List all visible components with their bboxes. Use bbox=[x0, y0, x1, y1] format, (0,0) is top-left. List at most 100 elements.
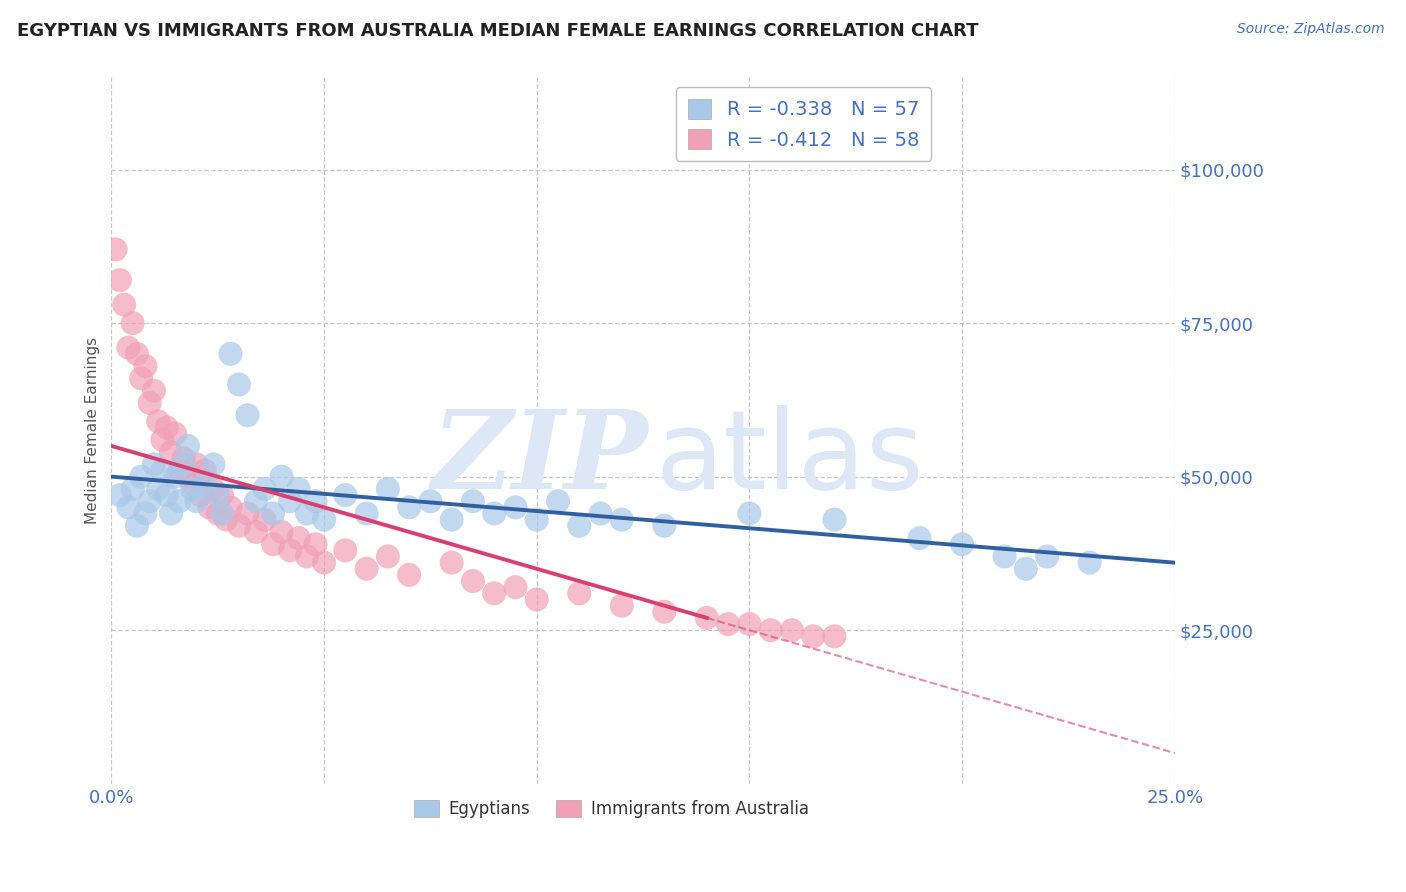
Point bbox=[219, 347, 242, 361]
Point bbox=[202, 458, 225, 472]
Text: atlas: atlas bbox=[655, 405, 924, 512]
Point bbox=[117, 500, 139, 515]
Point bbox=[824, 629, 846, 643]
Point bbox=[245, 494, 267, 508]
Point bbox=[253, 482, 276, 496]
Point bbox=[134, 507, 156, 521]
Point bbox=[610, 599, 633, 613]
Point bbox=[568, 586, 591, 600]
Point bbox=[1036, 549, 1059, 564]
Point bbox=[738, 507, 761, 521]
Point bbox=[461, 574, 484, 588]
Point bbox=[181, 475, 204, 490]
Point bbox=[262, 537, 284, 551]
Point bbox=[211, 507, 233, 521]
Point bbox=[165, 426, 187, 441]
Point bbox=[270, 524, 292, 539]
Point bbox=[148, 414, 170, 428]
Point bbox=[129, 371, 152, 385]
Point bbox=[398, 500, 420, 515]
Point bbox=[190, 488, 212, 502]
Point bbox=[112, 298, 135, 312]
Point bbox=[125, 347, 148, 361]
Point bbox=[108, 488, 131, 502]
Point bbox=[278, 494, 301, 508]
Point bbox=[994, 549, 1017, 564]
Point bbox=[610, 513, 633, 527]
Point bbox=[335, 488, 357, 502]
Point bbox=[568, 518, 591, 533]
Point bbox=[295, 507, 318, 521]
Point bbox=[181, 482, 204, 496]
Point bbox=[177, 469, 200, 483]
Point bbox=[138, 494, 160, 508]
Point bbox=[194, 475, 217, 490]
Point bbox=[165, 469, 187, 483]
Point bbox=[169, 463, 191, 477]
Point bbox=[950, 537, 973, 551]
Point bbox=[211, 488, 233, 502]
Point bbox=[287, 531, 309, 545]
Point bbox=[262, 507, 284, 521]
Point bbox=[419, 494, 441, 508]
Point bbox=[908, 531, 931, 545]
Point bbox=[801, 629, 824, 643]
Point bbox=[129, 469, 152, 483]
Point bbox=[228, 377, 250, 392]
Point bbox=[219, 500, 242, 515]
Point bbox=[304, 494, 326, 508]
Text: ZIP: ZIP bbox=[432, 405, 648, 513]
Point bbox=[198, 500, 221, 515]
Point bbox=[236, 507, 259, 521]
Point bbox=[215, 513, 238, 527]
Text: Source: ZipAtlas.com: Source: ZipAtlas.com bbox=[1237, 22, 1385, 37]
Point bbox=[398, 568, 420, 582]
Point bbox=[236, 409, 259, 423]
Point bbox=[780, 623, 803, 637]
Point bbox=[160, 445, 183, 459]
Point bbox=[207, 507, 229, 521]
Point bbox=[108, 273, 131, 287]
Point bbox=[156, 420, 179, 434]
Point bbox=[160, 507, 183, 521]
Point bbox=[104, 243, 127, 257]
Point bbox=[505, 580, 527, 594]
Point bbox=[121, 316, 143, 330]
Point bbox=[194, 463, 217, 477]
Point bbox=[152, 463, 174, 477]
Point bbox=[356, 507, 378, 521]
Point bbox=[202, 482, 225, 496]
Point bbox=[461, 494, 484, 508]
Point bbox=[312, 513, 335, 527]
Point bbox=[717, 617, 740, 632]
Point bbox=[440, 513, 463, 527]
Point bbox=[142, 458, 165, 472]
Point bbox=[142, 384, 165, 398]
Point bbox=[304, 537, 326, 551]
Point bbox=[377, 482, 399, 496]
Point bbox=[482, 586, 505, 600]
Point bbox=[148, 482, 170, 496]
Point bbox=[759, 623, 782, 637]
Point bbox=[186, 458, 208, 472]
Point bbox=[287, 482, 309, 496]
Point bbox=[738, 617, 761, 632]
Point bbox=[652, 605, 675, 619]
Legend: Egyptians, Immigrants from Australia: Egyptians, Immigrants from Australia bbox=[408, 793, 815, 825]
Text: EGYPTIAN VS IMMIGRANTS FROM AUSTRALIA MEDIAN FEMALE EARNINGS CORRELATION CHART: EGYPTIAN VS IMMIGRANTS FROM AUSTRALIA ME… bbox=[17, 22, 979, 40]
Point bbox=[377, 549, 399, 564]
Point bbox=[696, 611, 718, 625]
Point bbox=[589, 507, 612, 521]
Point bbox=[186, 494, 208, 508]
Point bbox=[356, 562, 378, 576]
Point bbox=[278, 543, 301, 558]
Point bbox=[312, 556, 335, 570]
Point bbox=[207, 488, 229, 502]
Point bbox=[138, 396, 160, 410]
Point bbox=[1015, 562, 1038, 576]
Point bbox=[824, 513, 846, 527]
Point bbox=[482, 507, 505, 521]
Point bbox=[526, 592, 548, 607]
Point bbox=[253, 513, 276, 527]
Point bbox=[228, 518, 250, 533]
